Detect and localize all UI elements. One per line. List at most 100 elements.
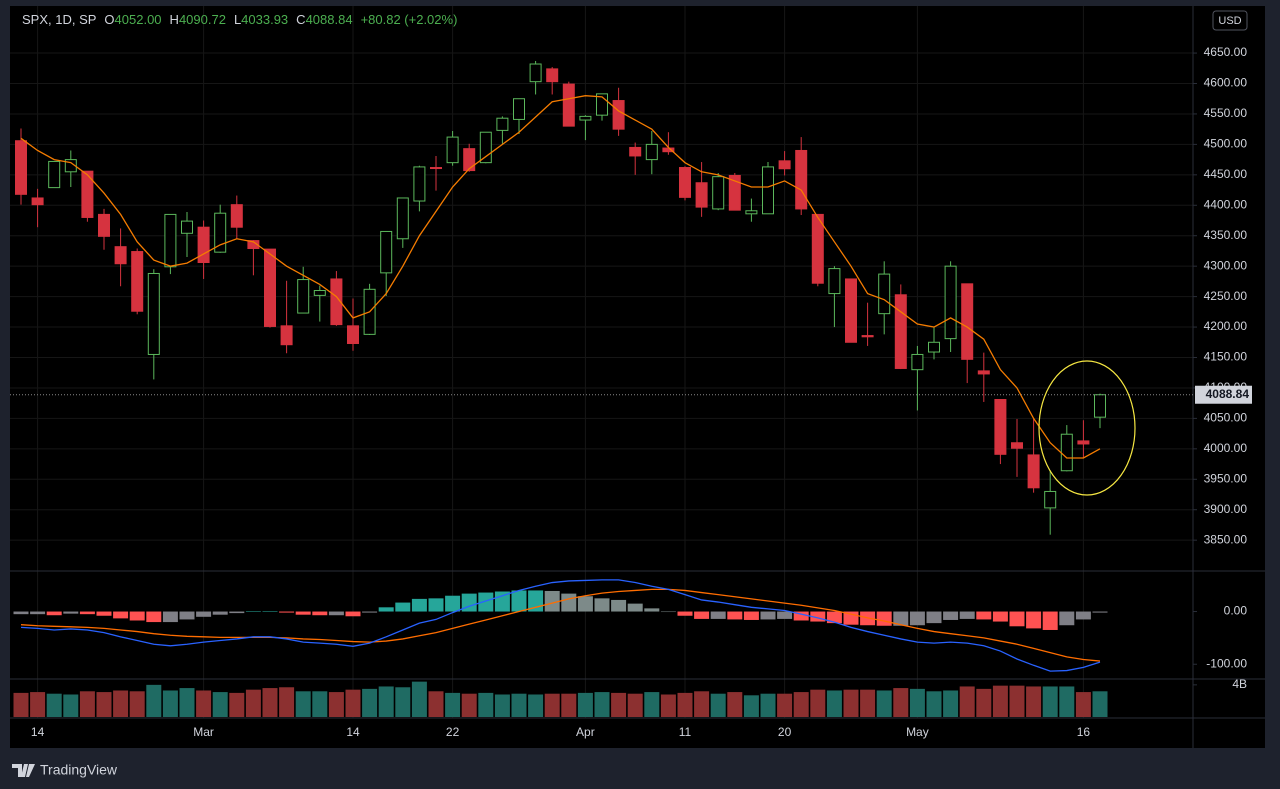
macd-histogram-bar: [162, 611, 178, 623]
volume-bar: [362, 688, 378, 717]
macd-histogram-bar: [428, 598, 444, 612]
volume-bar: [212, 692, 228, 717]
change: +80.82 (+2.02%): [361, 12, 458, 27]
macd-histogram-bar: [793, 611, 809, 621]
macd-histogram-bar: [826, 611, 842, 624]
macd-histogram-bar: [976, 611, 992, 620]
candle-body: [762, 166, 774, 215]
macd-histogram-bar: [212, 611, 228, 615]
macd-histogram-bar: [13, 611, 29, 615]
macd-histogram-bar: [876, 611, 892, 626]
ohlc-value: 4090.72: [179, 12, 226, 27]
volume-bar: [279, 687, 295, 717]
volume-bar: [644, 692, 660, 717]
currency[interactable]: USD: [1218, 15, 1241, 27]
macd-histogram-bar: [810, 611, 826, 622]
macd-histogram-bar: [909, 611, 925, 626]
candle-body: [147, 272, 160, 355]
macd-histogram-bar: [743, 611, 759, 620]
candle-body: [728, 174, 741, 211]
candle-body: [81, 170, 94, 218]
macd-histogram-bar: [1059, 611, 1075, 626]
y-tick-label: 4150.00: [1204, 350, 1248, 364]
macd-histogram-bar: [312, 611, 328, 616]
legend: SPX, 1D, SP O4052.00 H4090.72 L4033.93 C4088…: [22, 12, 457, 27]
volume-bar: [395, 687, 411, 717]
symbol: SPX, 1D, SP: [22, 12, 96, 27]
candle-body: [612, 100, 625, 130]
macd-histogram-bar: [1026, 611, 1042, 629]
x-tick-label: May: [906, 725, 929, 739]
macd-histogram-bar: [196, 611, 212, 617]
candle-body: [845, 278, 857, 343]
candle-body: [496, 117, 509, 131]
macd-histogram-bar: [777, 611, 793, 619]
candle-body: [911, 353, 924, 371]
ohlc-key: O: [104, 12, 114, 27]
macd-histogram-bar: [295, 611, 311, 615]
candle-body: [1044, 490, 1057, 509]
candle-body: [944, 265, 957, 340]
volume-bar: [959, 686, 975, 717]
currency-badge[interactable]: [1212, 10, 1248, 31]
candle-body: [396, 197, 409, 240]
candle-body: [811, 213, 824, 284]
y-tick-label: 4400.00: [1204, 197, 1248, 211]
volume-bar: [710, 693, 726, 717]
volume-bar: [926, 691, 942, 717]
candle-body: [745, 210, 758, 215]
volume-bar: [461, 693, 477, 717]
ohlc-value: 4033.93: [241, 12, 288, 27]
macd-histogram-bar: [627, 603, 643, 612]
volume-bar: [96, 692, 112, 717]
ohlc-value: 4088.84: [306, 12, 353, 27]
volume-bar: [478, 692, 494, 717]
macd-histogram-bar: [677, 611, 693, 616]
y-tick-label: 4350.00: [1204, 228, 1248, 242]
candle-body: [197, 226, 210, 264]
y-tick-label: 3900.00: [1204, 502, 1248, 516]
volume-bar: [312, 691, 328, 717]
volume-bar: [860, 689, 876, 717]
volume-bar: [777, 693, 793, 717]
candle-body: [98, 213, 110, 237]
candle-body: [645, 143, 658, 161]
candle-body: [64, 159, 77, 173]
macd-histogram-bar: [362, 611, 378, 613]
candle-body: [977, 370, 990, 375]
candle-body: [878, 273, 891, 315]
volume-bar: [46, 693, 62, 717]
y-tick-label: 4500.00: [1204, 137, 1248, 151]
macd-histogram-bar: [79, 611, 95, 615]
macd-histogram-bar: [893, 611, 909, 626]
candle-body: [264, 248, 276, 327]
macd-histogram-bar: [478, 592, 494, 612]
last-price-label: 4088.84: [1206, 387, 1250, 401]
volume-bar: [727, 692, 743, 717]
macd-histogram-bar: [345, 611, 361, 617]
candle-body: [795, 149, 808, 210]
volume-bar: [79, 691, 95, 717]
ohlc-key: L: [234, 12, 241, 27]
volume-bar: [943, 690, 959, 717]
volume-bar: [30, 692, 46, 717]
y-tick-label: 4600.00: [1204, 76, 1248, 90]
candle-body: [994, 399, 1007, 455]
volume-bar: [146, 684, 162, 717]
macd-signal-line: [20, 588, 1101, 662]
macd-histogram-bar: [378, 607, 394, 612]
volume-bar: [893, 688, 909, 717]
macd-histogram-bar: [959, 611, 975, 619]
candle-body: [48, 160, 61, 189]
candle-body: [214, 212, 227, 253]
x-tick-label: 22: [446, 725, 460, 739]
y-tick-label: 4200.00: [1204, 319, 1248, 333]
volume-bar: [1075, 692, 1091, 717]
macd-histogram-bar: [694, 611, 710, 619]
volume-bar: [129, 691, 145, 717]
volume-bar: [1009, 685, 1025, 717]
macd-histogram-bar: [411, 598, 427, 612]
macd-histogram-bar: [1092, 611, 1108, 613]
candle-body: [712, 176, 725, 210]
macd-histogram-bar: [760, 611, 776, 620]
